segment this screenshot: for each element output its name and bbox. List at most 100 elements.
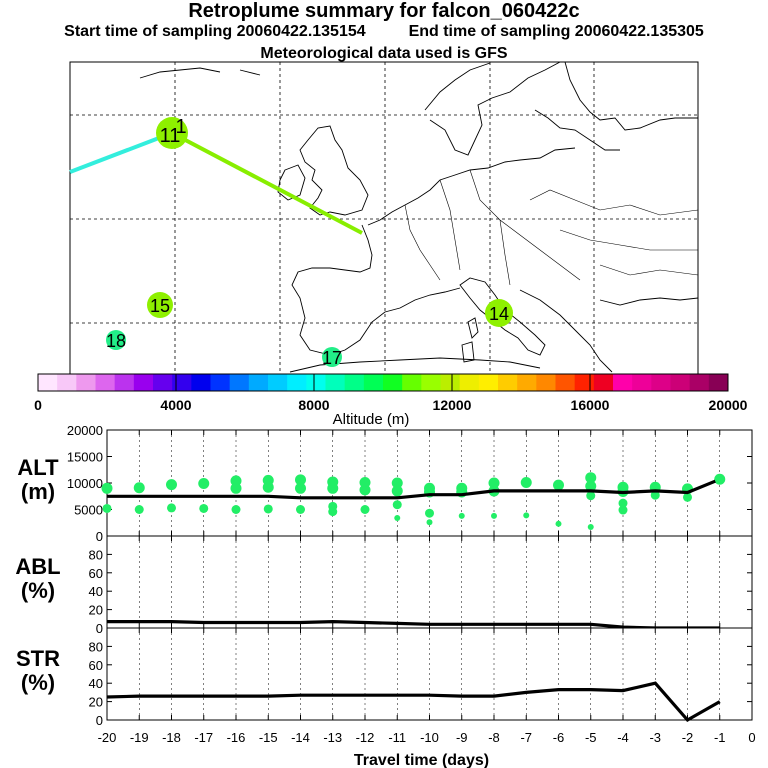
colorbar-xlabel: Altitude (m) [333, 411, 410, 428]
scatter-point [327, 482, 339, 494]
colorbar-swatch [632, 374, 652, 391]
colorbar-swatch [95, 374, 116, 391]
x-tick-label: -15 [259, 730, 278, 745]
scatter-point [295, 482, 306, 494]
y-axis-label: ALT [17, 455, 59, 480]
plume-label: 11 [160, 125, 181, 147]
scatter-point [587, 523, 594, 530]
x-tick-label: -2 [682, 730, 694, 745]
y-tick-label: 10000 [67, 476, 103, 491]
x-tick-label: -12 [356, 730, 375, 745]
scatter-point [328, 507, 338, 517]
colorbar-swatch [248, 374, 269, 391]
x-axis-label: Travel time (days) [354, 752, 489, 768]
scatter-point [426, 519, 433, 526]
scatter-point [553, 479, 564, 491]
plume-label: 18 [106, 331, 126, 351]
y-tick-label: 60 [89, 658, 103, 673]
trajectory-cyan [69, 131, 173, 174]
scatter-point [555, 520, 562, 527]
y-tick-label: 40 [89, 584, 103, 599]
sampling-times: Start time of sampling 20060422.135154 E… [0, 23, 768, 41]
trajectory-green [171, 131, 363, 235]
colorbar-tick-labels: 0 4000 8000 12000 16000 20000 [34, 374, 748, 413]
colorbar-tick-label: 8000 [298, 397, 329, 413]
colorbar-swatch [153, 374, 173, 391]
scatter-point [199, 503, 209, 513]
colorbar-swatch [383, 374, 403, 391]
x-tick-label: -10 [420, 730, 439, 745]
x-tick-label: -1 [714, 730, 726, 745]
colorbar-swatch [670, 374, 691, 391]
colorbar-swatch [536, 374, 556, 391]
colorbar-tick-label: 12000 [433, 397, 472, 413]
colorbar-swatch [421, 374, 441, 391]
colorbar-swatch [210, 374, 231, 391]
x-tick-label: -4 [617, 730, 629, 745]
y-axis-label: STR [16, 646, 60, 671]
y-tick-label: 80 [89, 639, 103, 654]
x-tick-label: -19 [130, 730, 149, 745]
y-tick-label: 20 [89, 603, 103, 618]
scatter-point [262, 481, 274, 493]
scatter-point [586, 491, 596, 501]
colorbar-swatch [325, 374, 346, 391]
start-time-label: Start time of sampling 20060422.135154 [64, 23, 366, 40]
colorbar-swatch [306, 374, 326, 391]
colorbar-swatch [689, 374, 710, 391]
end-time-label: End time of sampling 20060422.135305 [408, 23, 704, 40]
colorbar-frame [37, 373, 729, 392]
x-tick-label: -20 [98, 730, 117, 745]
series-line [107, 477, 721, 500]
scatter-point [167, 503, 176, 513]
y-tick-label: 0 [96, 621, 103, 636]
scatter-point [263, 504, 273, 514]
scatter-point [491, 512, 497, 519]
y-tick-label: 60 [89, 566, 103, 581]
y-tick-label: 80 [89, 547, 103, 562]
scatter-point [618, 505, 628, 515]
series-line [107, 619, 720, 630]
scatter-point [458, 512, 465, 519]
plume-label: 15 [150, 296, 170, 316]
scatter-point [101, 482, 113, 494]
scatter-point [392, 500, 402, 510]
scatter-point [166, 479, 177, 491]
colorbar-swatch [555, 374, 576, 391]
scatter-point [650, 490, 660, 500]
colorbar-swatch [57, 374, 77, 391]
colorbar-swatch [229, 374, 250, 391]
x-tick-label: -14 [291, 730, 310, 745]
scatter-point [585, 480, 597, 492]
colorbar-swatch [708, 374, 729, 391]
y-axis-label: ABL [15, 554, 60, 579]
colorbar-swatch [574, 374, 595, 391]
plume-marker: 15 [147, 292, 173, 318]
plume-marker: 11 1 [156, 116, 188, 149]
plume-marker: 14 [485, 299, 513, 327]
colorbar-swatch [191, 374, 211, 391]
colorbar-swatch [114, 374, 135, 391]
x-tick-label: -11 [388, 730, 406, 745]
colorbar-swatch [363, 374, 384, 391]
map-panel: 11 1 14 15 17 18 [69, 61, 699, 376]
colorbar-swatch [517, 374, 537, 391]
colorbar-swatch [268, 374, 288, 391]
colorbar-tick-label: 0 [34, 397, 42, 413]
y-tick-label: 0 [96, 713, 103, 728]
plume-label: 14 [489, 304, 509, 324]
x-tick-label: -9 [456, 730, 468, 745]
panel-alt: 0 5000 10000 15000 20000 ALT(m) [17, 423, 753, 544]
y-axis-label: (%) [21, 578, 55, 603]
x-tick-label: -3 [649, 730, 661, 745]
colorbar-swatch [38, 374, 58, 391]
scatter-point [391, 485, 403, 497]
scatter-point [198, 478, 210, 490]
x-tick-label: -6 [553, 730, 565, 745]
colorbar-swatch [651, 374, 671, 391]
plume-label: 1 [175, 116, 186, 138]
scatter-point [359, 484, 371, 496]
series-line [106, 681, 721, 723]
